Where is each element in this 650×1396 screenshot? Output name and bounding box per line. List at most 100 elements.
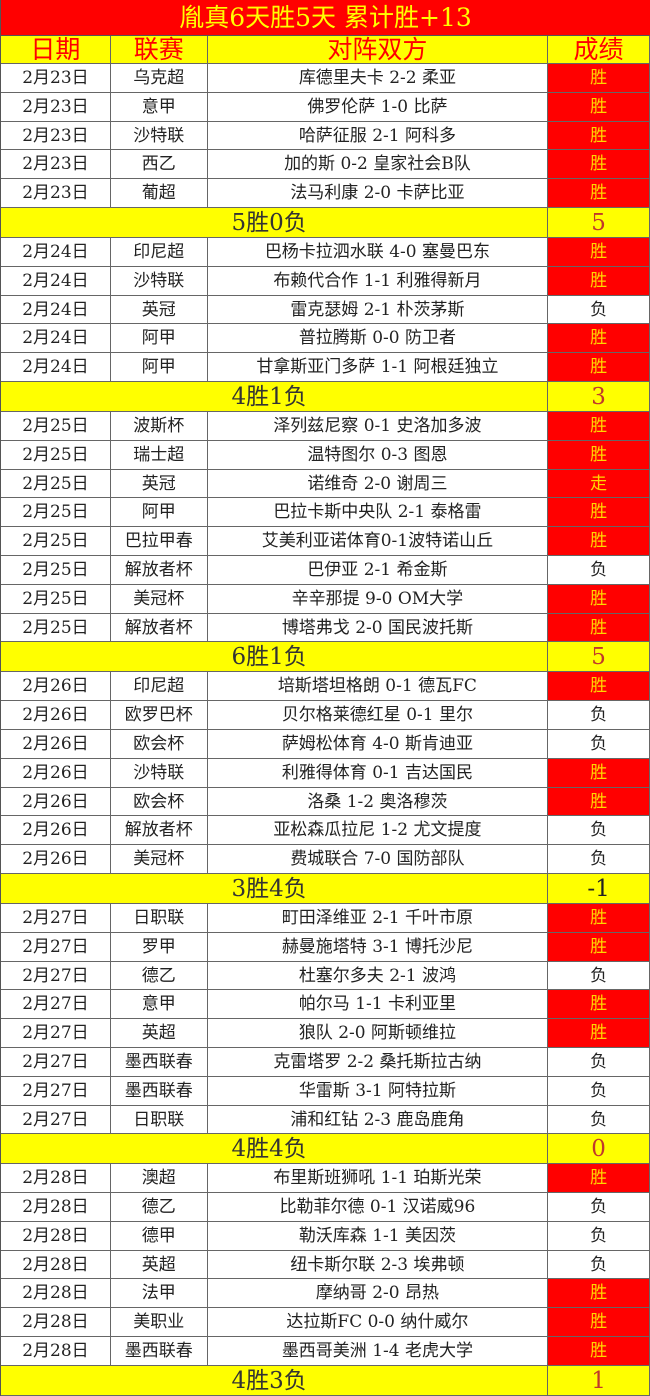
league-cell: 沙特联: [111, 266, 208, 295]
match-cell: 萨姆松体育 4-0 斯肯迪亚: [208, 729, 549, 758]
match-cell: 克雷塔罗 2-2 桑托斯拉古纳: [208, 1047, 549, 1076]
table-row: 2月25日 瑞士超 温特图尔 0-3 图恩胜: [1, 440, 650, 470]
match-cell: 普拉腾斯 0-0 防卫者: [208, 324, 549, 353]
summary-record: 4胜3负: [1, 1365, 549, 1395]
date-cell: 2月24日: [1, 237, 111, 266]
result-cell: 胜: [548, 672, 650, 701]
date-cell: 2月27日: [1, 1019, 111, 1047]
table-row: 2月28日 德甲 勒沃库森 1-1 美因茨负: [1, 1221, 650, 1251]
match-cell: 亚松森瓜拉尼 1-2 尤文提度: [208, 816, 549, 845]
table-row: 2月24日 阿甲 甘拿斯亚门多萨 1-1 阿根廷独立胜: [1, 353, 650, 382]
league-cell: 日职联: [111, 1105, 208, 1134]
header-league: 联赛: [111, 36, 208, 63]
league-cell: 乌克超: [111, 64, 208, 92]
result-cell: 胜: [548, 92, 650, 121]
date-cell: 2月27日: [1, 961, 111, 990]
match-cell: 比勒菲尔德 0-1 汉诺威96: [208, 1193, 549, 1221]
result-cell: 胜: [548, 498, 650, 527]
date-cell: 2月23日: [1, 121, 111, 150]
date-cell: 2月23日: [1, 92, 111, 121]
league-cell: 美冠杯: [111, 845, 208, 873]
result-cell: 胜: [548, 237, 650, 266]
match-cell: 利雅得体育 0-1 吉达国民: [208, 758, 549, 787]
date-cell: 2月25日: [1, 498, 111, 527]
result-cell: 胜: [548, 1308, 650, 1337]
date-cell: 2月27日: [1, 903, 111, 932]
header-date: 日期: [1, 36, 111, 63]
date-cell: 2月28日: [1, 1193, 111, 1221]
league-cell: 解放者杯: [111, 555, 208, 584]
result-cell: 胜: [548, 353, 650, 381]
league-cell: 葡超: [111, 179, 208, 207]
table-row: 2月27日 意甲 帕尔马 1-1 卡利亚里胜: [1, 990, 650, 1020]
match-cell: 佛罗伦萨 1-0 比萨: [208, 92, 549, 121]
match-cell: 温特图尔 0-3 图恩: [208, 440, 549, 469]
summary-record: 6胜1负: [1, 642, 549, 672]
league-cell: 解放者杯: [111, 613, 208, 642]
league-cell: 印尼超: [111, 237, 208, 266]
summary-score: 1: [548, 1365, 650, 1395]
date-cell: 2月27日: [1, 932, 111, 961]
match-cell: 勒沃库森 1-1 美因茨: [208, 1221, 549, 1250]
league-cell: 瑞士超: [111, 440, 208, 469]
match-cell: 加的斯 0-2 皇家社会B队: [208, 150, 549, 179]
match-cell: 杜塞尔多夫 2-1 波鸿: [208, 961, 549, 990]
league-cell: 英超: [111, 1250, 208, 1279]
table-row: 2月26日 欧会杯 萨姆松体育 4-0 斯肯迪亚负: [1, 729, 650, 759]
table-row: 2月25日 美冠杯 辛辛那提 9-0 OM大学胜: [1, 584, 650, 614]
table-row: 2月27日 日职联 浦和红钻 2-3 鹿岛鹿角负: [1, 1105, 650, 1135]
result-cell: 负: [548, 1250, 650, 1279]
league-cell: 罗甲: [111, 932, 208, 961]
result-cell: 负: [548, 1076, 650, 1105]
result-cell: 胜: [548, 1019, 650, 1047]
date-cell: 2月26日: [1, 672, 111, 701]
league-cell: 墨西联春: [111, 1076, 208, 1105]
result-cell: 负: [548, 845, 650, 873]
league-cell: 阿甲: [111, 498, 208, 527]
date-cell: 2月25日: [1, 555, 111, 584]
table-row: 2月25日 解放者杯 巴伊亚 2-1 希金斯负: [1, 555, 650, 585]
league-cell: 解放者杯: [111, 816, 208, 845]
match-cell: 泽列兹尼察 0-1 史洛加多波: [208, 411, 549, 440]
table-row: 2月25日 阿甲 巴拉卡斯中央队 2-1 泰格雷胜: [1, 498, 650, 528]
summary-score: 0: [548, 1134, 650, 1164]
league-cell: 印尼超: [111, 672, 208, 701]
summary-record: 5胜0负: [1, 207, 549, 237]
date-cell: 2月24日: [1, 353, 111, 381]
result-cell: 胜: [548, 758, 650, 787]
sheet-title: 胤真6天胜5天 累计胜+13: [1, 0, 650, 36]
table-row: 2月25日 英冠 诺维奇 2-0 谢周三走: [1, 469, 650, 499]
match-cell: 法马利康 2-0 卡萨比亚: [208, 179, 549, 207]
table-row: 2月23日 意甲 佛罗伦萨 1-0 比萨胜: [1, 92, 650, 122]
day-summary-row: 3胜4负 -1: [1, 873, 650, 904]
result-cell: 胜: [548, 903, 650, 932]
league-cell: 欧会杯: [111, 729, 208, 758]
date-cell: 2月28日: [1, 1250, 111, 1279]
date-cell: 2月24日: [1, 324, 111, 353]
league-cell: 阿甲: [111, 353, 208, 381]
league-cell: 日职联: [111, 903, 208, 932]
league-cell: 意甲: [111, 92, 208, 121]
league-cell: 德甲: [111, 1221, 208, 1250]
result-cell: 胜: [548, 150, 650, 179]
table-row: 2月28日 墨西联春 墨西哥美洲 1-4 老虎大学胜: [1, 1337, 650, 1366]
date-cell: 2月25日: [1, 469, 111, 498]
result-cell: 负: [548, 729, 650, 758]
match-cell: 达拉斯FC 0-0 纳什威尔: [208, 1308, 549, 1337]
result-cell: 负: [548, 1047, 650, 1076]
match-cell: 巴伊亚 2-1 希金斯: [208, 555, 549, 584]
table-row: 2月26日 欧会杯 洛桑 1-2 奥洛穆茨胜: [1, 787, 650, 817]
match-cell: 洛桑 1-2 奥洛穆茨: [208, 787, 549, 816]
summary-score: 5: [548, 207, 650, 237]
result-cell: 胜: [548, 932, 650, 961]
table-row: 2月26日 解放者杯 亚松森瓜拉尼 1-2 尤文提度负: [1, 816, 650, 846]
match-cell: 巴拉卡斯中央队 2-1 泰格雷: [208, 498, 549, 527]
match-cell: 帕尔马 1-1 卡利亚里: [208, 990, 549, 1019]
table-row: 2月28日 法甲 摩纳哥 2-0 昂热胜: [1, 1279, 650, 1309]
match-cell: 博塔弗戈 2-0 国民波托斯: [208, 613, 549, 642]
date-cell: 2月28日: [1, 1279, 111, 1308]
result-cell: 胜: [548, 121, 650, 150]
date-cell: 2月24日: [1, 295, 111, 324]
date-cell: 2月26日: [1, 701, 111, 729]
